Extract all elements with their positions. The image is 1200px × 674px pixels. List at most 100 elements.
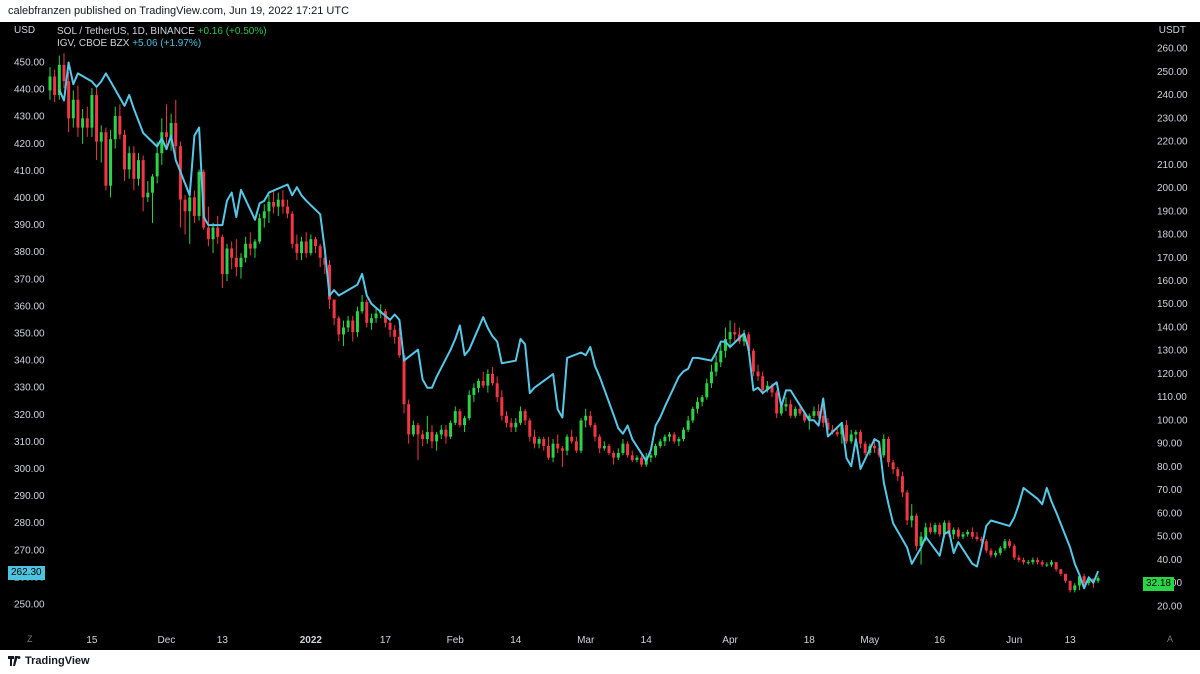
- candle-body: [141, 160, 145, 198]
- candle-body: [1087, 578, 1091, 584]
- candle-body: [621, 443, 625, 453]
- candle-body: [272, 201, 276, 207]
- candle-body: [113, 115, 117, 140]
- candle-body: [798, 408, 802, 414]
- candle-body: [421, 434, 425, 440]
- time-axis-tick: 14: [510, 635, 522, 646]
- left-axis-tick: 420.00: [14, 139, 45, 150]
- candle-body: [1049, 562, 1053, 565]
- auto-scale-left-button[interactable]: Z: [27, 634, 33, 644]
- candle-body: [164, 132, 168, 137]
- candle-body: [1082, 576, 1086, 584]
- candle-body: [95, 95, 99, 142]
- chart-legend: SOL / TetherUS, 1D, BINANCE +0.16 (+0.50…: [57, 26, 267, 50]
- left-axis-tick: 390.00: [14, 220, 45, 231]
- candle-body: [1063, 573, 1067, 581]
- candle-body: [635, 457, 639, 460]
- candle-body: [132, 153, 136, 179]
- candle-body: [118, 115, 122, 135]
- candle-body: [1091, 578, 1095, 581]
- right-axis-tick: 60.00: [1157, 508, 1182, 519]
- candle-body: [393, 329, 397, 337]
- candle-body: [53, 76, 57, 96]
- price-chart[interactable]: 450.00 440.00 430.00 420.00 410.00 400.00 390.…: [0, 22, 1200, 650]
- candle-body: [509, 422, 513, 428]
- time-axis-tick: May: [860, 635, 879, 646]
- candle-body: [914, 515, 918, 546]
- candle-body: [467, 394, 471, 419]
- legend-igv-change: +5.06 (+1.97%): [132, 38, 202, 49]
- candle-body: [1008, 541, 1012, 546]
- candle-body: [341, 327, 345, 335]
- candle-body: [626, 443, 630, 456]
- right-axis-tick: 190.00: [1157, 206, 1188, 217]
- candle-body: [747, 334, 751, 351]
- legend-sol[interactable]: SOL / TetherUS, 1D, BINANCE +0.16 (+0.50…: [57, 26, 267, 38]
- auto-scale-right-button[interactable]: A: [1167, 634, 1174, 644]
- candle-body: [598, 436, 602, 449]
- candle-body: [416, 425, 420, 435]
- candle-body: [1096, 578, 1100, 581]
- candle-body: [705, 383, 709, 398]
- candle-body: [267, 201, 271, 212]
- right-axis-tick: 250.00: [1157, 67, 1188, 78]
- right-axis-title: USDT: [1158, 25, 1186, 36]
- candle-body: [188, 197, 192, 212]
- time-axis-tick: Jun: [1006, 635, 1022, 646]
- right-axis-tick: 80.00: [1157, 462, 1182, 473]
- candle-body: [504, 415, 508, 423]
- candle-body: [905, 492, 909, 521]
- candle-body: [537, 439, 541, 444]
- candle-body: [980, 538, 984, 542]
- candle-body: [248, 243, 252, 249]
- left-axis-tick: 380.00: [14, 247, 45, 258]
- candle-body: [1045, 564, 1049, 566]
- legend-igv[interactable]: IGV, CBOE BZX +5.06 (+1.97%): [57, 38, 267, 50]
- candle-body: [435, 434, 439, 442]
- candle-body: [863, 443, 867, 453]
- candle-body: [351, 320, 355, 333]
- candle-body: [542, 439, 546, 447]
- right-axis-tick: 180.00: [1157, 230, 1188, 241]
- candle-body: [1073, 585, 1077, 591]
- candle-body: [234, 257, 238, 268]
- candle-body: [67, 81, 71, 119]
- candle-body: [751, 350, 755, 372]
- candle-body: [1059, 569, 1063, 574]
- left-axis-tick: 310.00: [14, 437, 45, 448]
- igv-last-price-tag: 262.30: [8, 566, 45, 580]
- candle-body: [318, 246, 322, 258]
- candle-body: [514, 422, 518, 428]
- candle-body: [407, 404, 411, 435]
- candle-body: [314, 239, 318, 247]
- candle-body: [1003, 541, 1007, 549]
- candle-body: [775, 392, 779, 414]
- candle-body: [793, 408, 797, 416]
- right-axis-tick: 240.00: [1157, 90, 1188, 101]
- right-axis-tick: 140.00: [1157, 322, 1188, 333]
- candle-body: [612, 452, 616, 458]
- candle-body: [206, 227, 210, 240]
- candle-body: [677, 439, 681, 442]
- right-axis-tick: 130.00: [1157, 346, 1188, 357]
- right-axis-tick: 50.00: [1157, 532, 1182, 543]
- candle-body: [411, 425, 415, 435]
- candle-body: [584, 415, 588, 421]
- candle-body: [789, 404, 793, 416]
- legend-igv-name: IGV, CBOE BZX: [57, 38, 130, 49]
- publish-info: calebfranzen published on TradingView.co…: [8, 5, 350, 17]
- time-axis: 15 Dec 13 2022 17 Feb 14 Mar 14 Apr 18 May 16 Jun 13: [86, 635, 1076, 646]
- candle-body: [700, 397, 704, 402]
- candle-body: [127, 153, 131, 170]
- candle-body: [686, 420, 690, 430]
- candle-body: [1077, 576, 1081, 586]
- left-axis-tick: 450.00: [14, 58, 45, 69]
- candle-body: [150, 176, 154, 193]
- left-axis-tick: 410.00: [14, 166, 45, 177]
- candle-body: [691, 408, 695, 421]
- candle-body: [99, 132, 103, 142]
- legend-sol-change: +0.16 (+0.50%): [197, 26, 267, 37]
- legend-sol-name: SOL / TetherUS, 1D, BINANCE: [57, 26, 195, 37]
- candle-body: [109, 139, 113, 186]
- candle-body: [817, 411, 821, 416]
